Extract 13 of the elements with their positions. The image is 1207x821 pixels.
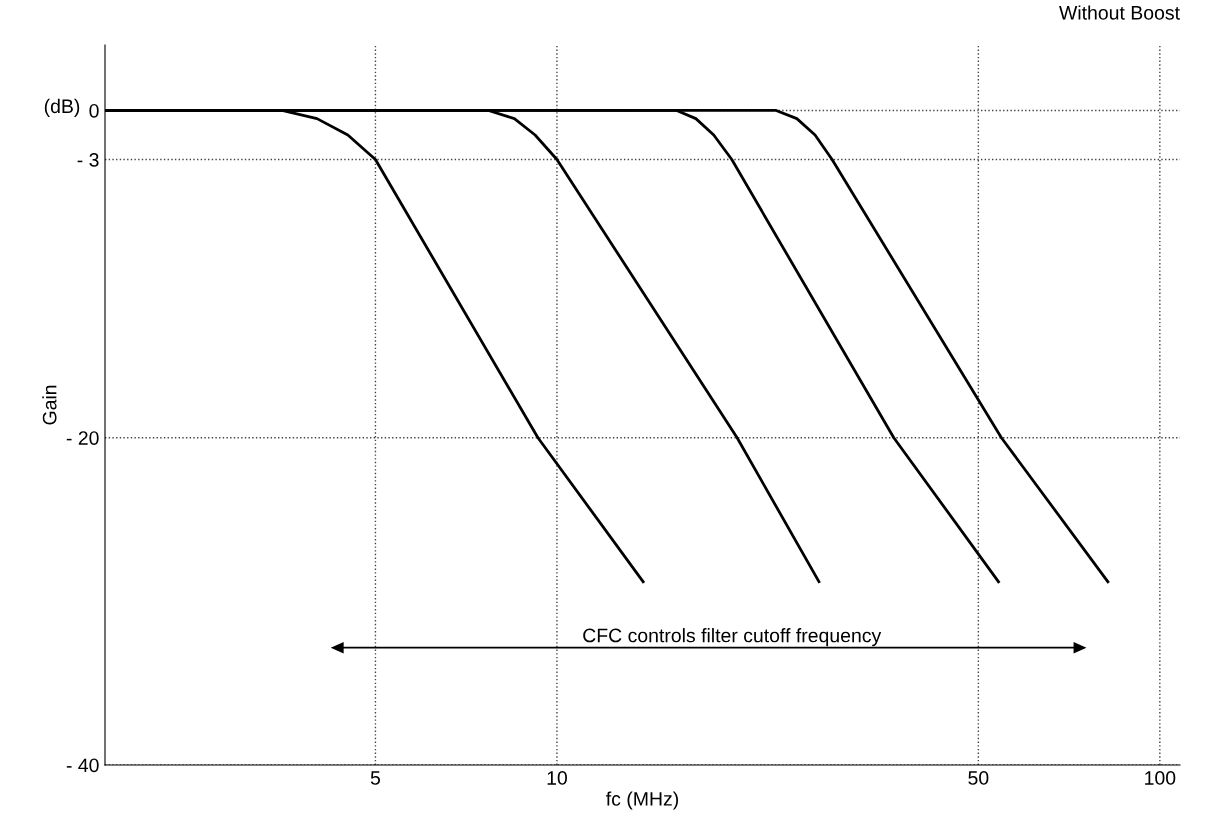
y-tick-label: - 3 bbox=[77, 153, 99, 167]
y-tick-label: - 20 bbox=[66, 431, 99, 445]
y-tick-label: - 40 bbox=[66, 758, 99, 773]
text: (dB) bbox=[44, 98, 80, 117]
annotation: CFC controls filter cutoff frequency bbox=[583, 628, 882, 647]
x-tick-label: 100 bbox=[1145, 771, 1176, 785]
y-axis-title: Gain bbox=[42, 385, 57, 425]
text: Without Boost bbox=[1059, 5, 1180, 20]
x-axis-title: fc (MHz) bbox=[606, 791, 679, 810]
x-tick-label: 10 bbox=[547, 771, 567, 785]
x-tick-label: 5 bbox=[370, 771, 381, 785]
y-tick-label: 0 bbox=[89, 103, 99, 118]
x-tick-label: 50 bbox=[968, 771, 989, 785]
